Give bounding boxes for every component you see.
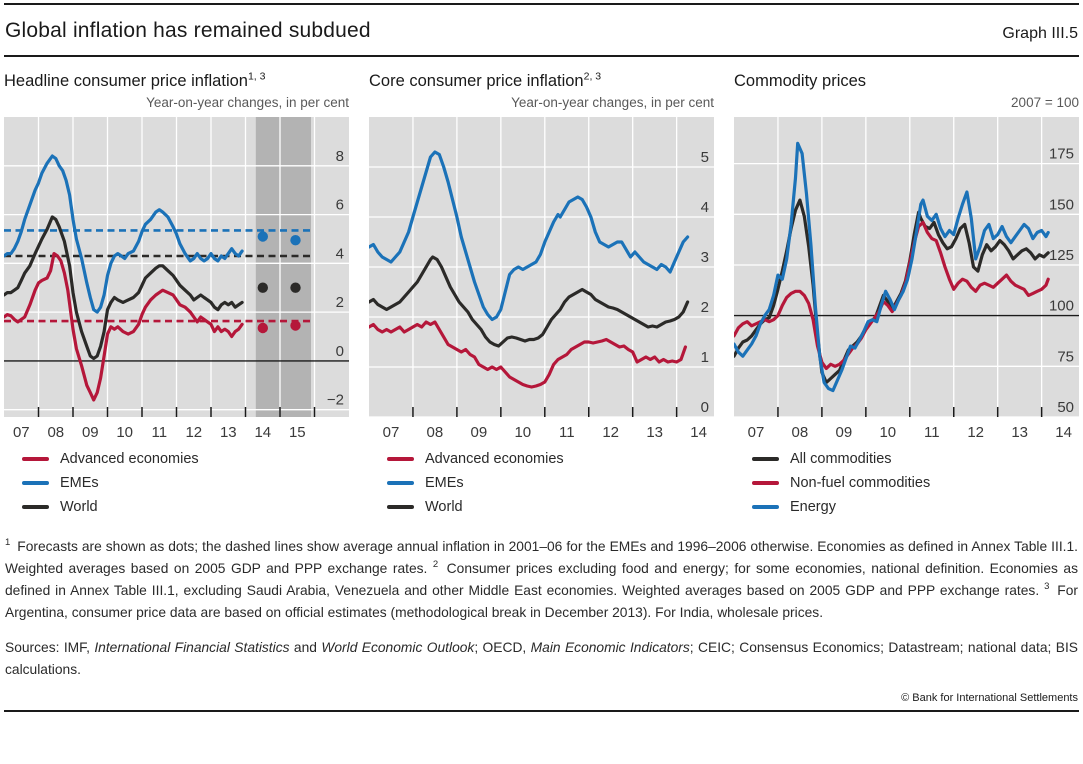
copyright-text: © Bank for International Settlements <box>901 692 1078 704</box>
svg-text:50: 50 <box>1057 399 1074 416</box>
legend-label: Advanced economies <box>425 451 564 467</box>
page-title: Global inflation has remained subdued <box>5 19 371 42</box>
legend-label: All commodities <box>790 451 892 467</box>
svg-text:0: 0 <box>701 399 709 416</box>
legend-item-all-commodities: All commodities <box>752 447 1079 471</box>
svg-text:08: 08 <box>792 424 809 441</box>
svg-text:11: 11 <box>152 424 168 441</box>
svg-text:15: 15 <box>289 424 306 441</box>
svg-text:12: 12 <box>602 424 619 441</box>
legend-label: EMEs <box>60 475 99 491</box>
svg-text:75: 75 <box>1057 348 1074 365</box>
chart-panels-row: Headline consumer price inflation1, 3 Ye… <box>4 69 1079 519</box>
svg-text:12: 12 <box>967 424 984 441</box>
headline-inflation-chart: 8 6 4 2 0 −2 07 08 09 10 11 12 13 14 15 <box>4 117 349 441</box>
legend-item-emes: EMEs <box>387 471 714 495</box>
svg-text:09: 09 <box>82 424 99 441</box>
svg-text:11: 11 <box>924 424 940 441</box>
legend-item-non-fuel-commodities: Non-fuel commodities <box>752 471 1079 495</box>
report-page: Global inflation has remained subdued Gr… <box>4 3 1079 712</box>
svg-text:125: 125 <box>1049 247 1074 264</box>
bottom-rule <box>4 710 1079 712</box>
svg-text:−2: −2 <box>327 392 344 409</box>
svg-text:14: 14 <box>254 424 271 441</box>
legend-item-emes: EMEs <box>22 471 349 495</box>
blue-line-swatch <box>387 480 414 486</box>
svg-text:08: 08 <box>47 424 64 441</box>
svg-text:10: 10 <box>514 424 531 441</box>
svg-text:13: 13 <box>1011 424 1028 441</box>
red-line-swatch <box>387 456 414 462</box>
legend-item-advanced-economies: Advanced economies <box>387 447 714 471</box>
sources-text: Sources: IMF, International Financial St… <box>5 640 1078 677</box>
legend-label: World <box>60 499 98 515</box>
svg-text:07: 07 <box>383 424 400 441</box>
svg-text:07: 07 <box>748 424 765 441</box>
panel-title: Core consumer price inflation2, 3 <box>369 70 602 90</box>
black-line-swatch <box>387 504 414 510</box>
graph-number-label: Graph III.5 <box>1002 25 1078 42</box>
legend-label: Energy <box>790 499 836 515</box>
svg-text:07: 07 <box>13 424 30 441</box>
panel-title: Commodity prices <box>734 72 867 90</box>
svg-text:6: 6 <box>336 197 344 214</box>
panel-subtitle: Year-on-year changes, in per cent <box>511 95 714 110</box>
svg-text:100: 100 <box>1049 298 1074 315</box>
legend-item-world: World <box>387 495 714 519</box>
legend: Advanced economies EMEs World <box>22 447 349 519</box>
svg-text:10: 10 <box>879 424 896 441</box>
svg-text:8: 8 <box>336 148 344 165</box>
svg-text:08: 08 <box>427 424 444 441</box>
legend: All commodities Non-fuel commodities Ene… <box>752 447 1079 519</box>
svg-text:14: 14 <box>1055 424 1072 441</box>
footnotes-text: 1 Forecasts are shown as dots; the dashe… <box>5 537 1078 620</box>
blue-line-swatch <box>752 504 779 510</box>
legend-item-energy: Energy <box>752 495 1079 519</box>
svg-text:4: 4 <box>701 199 709 216</box>
svg-text:3: 3 <box>701 249 709 266</box>
panel-commodity-prices: Commodity prices 2007 = 100 175 150 125 100… <box>734 69 1079 519</box>
svg-text:13: 13 <box>646 424 663 441</box>
red-line-swatch <box>752 480 779 486</box>
blue-line-swatch <box>22 480 49 486</box>
svg-text:12: 12 <box>185 424 202 441</box>
legend-label: EMEs <box>425 475 464 491</box>
svg-text:4: 4 <box>336 245 344 262</box>
svg-text:2: 2 <box>336 294 344 311</box>
legend-item-advanced-economies: Advanced economies <box>22 447 349 471</box>
legend-label: Advanced economies <box>60 451 199 467</box>
svg-text:13: 13 <box>220 424 237 441</box>
svg-text:2: 2 <box>701 299 709 316</box>
black-line-swatch <box>22 504 49 510</box>
svg-text:14: 14 <box>690 424 707 441</box>
panel-title: Headline consumer price inflation1, 3 <box>4 70 266 90</box>
panel-subtitle: Year-on-year changes, in per cent <box>146 95 349 110</box>
svg-text:175: 175 <box>1049 146 1074 163</box>
legend-item-world: World <box>22 495 349 519</box>
header: Global inflation has remained subdued Gr… <box>4 5 1079 55</box>
legend: Advanced economies EMEs World <box>387 447 714 519</box>
legend-label: Non-fuel commodities <box>790 475 931 491</box>
svg-text:09: 09 <box>836 424 853 441</box>
legend-label: World <box>425 499 463 515</box>
header-rule <box>4 55 1079 57</box>
svg-text:1: 1 <box>701 349 709 366</box>
svg-text:11: 11 <box>559 424 575 441</box>
svg-text:5: 5 <box>701 149 709 166</box>
panel-core-inflation: Core consumer price inflation2, 3 Year-o… <box>369 69 714 519</box>
panel-subtitle: 2007 = 100 <box>1011 95 1079 110</box>
top-rule <box>4 3 1079 5</box>
svg-text:150: 150 <box>1049 196 1074 213</box>
svg-text:0: 0 <box>336 343 344 360</box>
commodity-prices-chart: 175 150 125 100 75 50 07 08 09 10 11 12 13 14 <box>734 117 1079 441</box>
svg-text:09: 09 <box>471 424 488 441</box>
svg-text:10: 10 <box>116 424 133 441</box>
black-line-swatch <box>752 456 779 462</box>
panel-headline-inflation: Headline consumer price inflation1, 3 Ye… <box>4 69 349 519</box>
red-line-swatch <box>22 456 49 462</box>
